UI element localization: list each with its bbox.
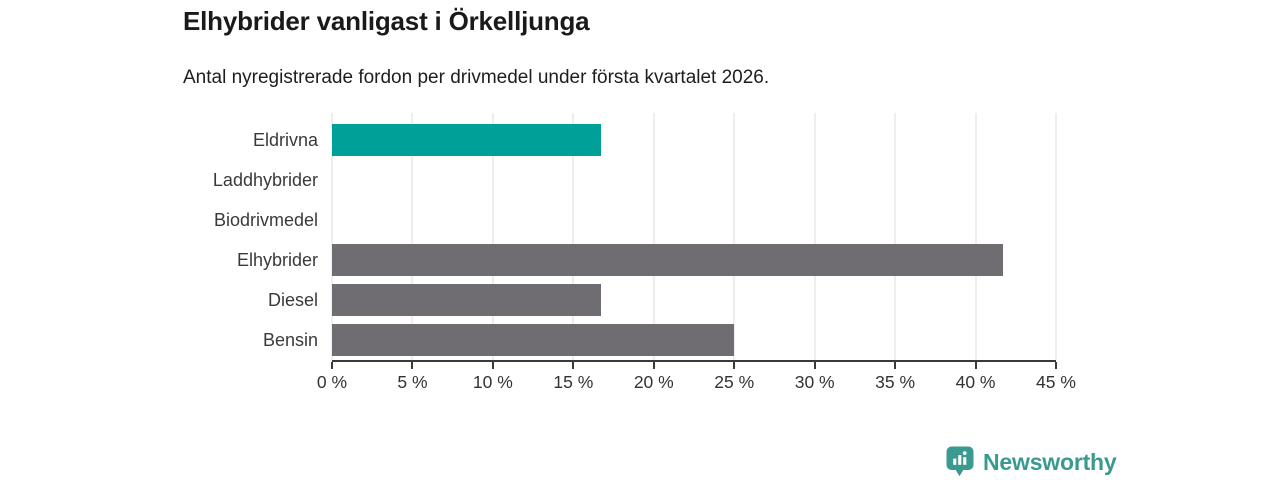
bar-row (332, 200, 1056, 240)
x-tick-mark (572, 362, 575, 369)
category-label: Elhybrider (236, 250, 318, 271)
category-label: Biodrivmedel (213, 209, 318, 230)
x-axis-tick-labels: 0 % 5 % 10 % 15 % 20 % 25 % 30 % 35 % 40 % 45 % (317, 372, 1076, 396)
bar-row (332, 160, 1056, 200)
bar-row (332, 280, 1056, 320)
gridline (331, 113, 333, 360)
x-tick-label: 15 % (553, 372, 594, 392)
x-tick-mark (411, 362, 414, 369)
x-tick-label: 45 % (1036, 372, 1076, 392)
category-label: Bensin (262, 330, 318, 351)
x-tick-mark (813, 362, 816, 369)
gridline (411, 113, 413, 360)
chart-subtitle: Antal nyregistrerade fordon per drivmede… (183, 67, 770, 88)
x-tick-label: 20 % (633, 372, 674, 392)
gridline (492, 113, 494, 360)
gridline (1055, 113, 1057, 360)
bar-row (332, 320, 1056, 360)
gridline (572, 113, 574, 360)
category-axis: Eldrivna Laddhybrider Biodrivmedel Elhybrid… (0, 120, 318, 361)
x-tick-mark (974, 362, 977, 369)
gridline (733, 113, 735, 360)
x-tick-label: 10 % (472, 372, 513, 392)
bar-rows (332, 120, 1056, 360)
gridline (975, 113, 977, 360)
gridline (814, 113, 816, 360)
x-tick-label: 35 % (875, 372, 916, 392)
bar (332, 244, 1003, 276)
bar (332, 284, 601, 316)
gridlines (331, 113, 1057, 360)
x-axis-ticks (331, 362, 1057, 369)
x-tick-mark (1055, 362, 1057, 369)
x-tick-label: 30 % (794, 372, 835, 392)
plot-area (331, 113, 1057, 362)
category-label: Diesel (267, 290, 318, 311)
gridline (653, 113, 655, 360)
bar-row (332, 120, 1056, 160)
x-tick-mark (491, 362, 494, 369)
bar (332, 324, 735, 356)
x-tick-label: 25 % (714, 372, 755, 392)
x-tick-mark (331, 362, 333, 369)
bar-row (332, 240, 1056, 280)
category-label: Laddhybrider (212, 169, 318, 190)
x-tick-label: 5 % (397, 372, 428, 392)
newsworthy-logo-icon (946, 446, 974, 478)
chart-title: Elhybrider vanligast i Örkelljunga (183, 6, 590, 36)
x-tick-mark (894, 362, 897, 369)
x-tick-label: 0 % (316, 372, 348, 392)
newsworthy-logo-text: Newsworthy (983, 448, 1117, 475)
newsworthy-logo: Newsworthy (946, 446, 1117, 478)
bar (332, 124, 601, 156)
x-tick-mark (652, 362, 655, 369)
gridline (894, 113, 896, 360)
x-tick-mark (733, 362, 736, 369)
x-tick-label: 40 % (955, 372, 996, 392)
category-label: Eldrivna (252, 129, 318, 150)
